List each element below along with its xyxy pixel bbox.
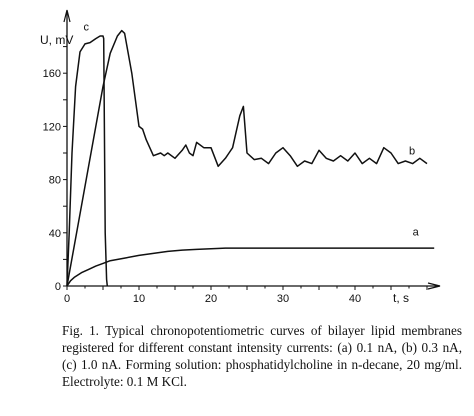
x-tick-label: 0 xyxy=(64,293,70,305)
y-tick-label: 0 xyxy=(55,281,61,293)
x-tick-label: 20 xyxy=(205,293,217,305)
series-label-a: a xyxy=(413,226,420,238)
series-line-b xyxy=(66,29,428,287)
series-label-b: b xyxy=(409,145,415,157)
x-tick-label: 10 xyxy=(133,293,145,305)
series-line-a xyxy=(66,247,435,287)
series-line-c xyxy=(66,35,109,287)
y-axis-arrow xyxy=(63,9,71,23)
y-tick-label: 40 xyxy=(49,228,61,240)
y-tick-label: 120 xyxy=(43,121,61,133)
y-axis-label: U, mV xyxy=(40,33,73,47)
figure-caption: Fig. 1. Typical chronopotentiometric cur… xyxy=(62,322,462,390)
series-label-c: c xyxy=(84,22,90,34)
x-tick-label: 40 xyxy=(349,293,361,305)
axes xyxy=(63,9,441,290)
caption-text: Fig. 1. Typical chronopotentiometric cur… xyxy=(62,323,462,389)
x-axis-arrow xyxy=(427,282,441,290)
series-group: a b c xyxy=(66,22,435,287)
x-axis-label: t, s xyxy=(393,291,409,305)
ticks: 0 10 20 30 40 0 40 80 120 160 xyxy=(43,46,428,305)
x-tick-label: 30 xyxy=(277,293,289,305)
y-tick-label: 80 xyxy=(49,175,61,187)
chart-svg: 0 10 20 30 40 0 40 80 120 160 a b c U, mV t, s xyxy=(40,9,441,305)
y-tick-label: 160 xyxy=(43,68,61,80)
